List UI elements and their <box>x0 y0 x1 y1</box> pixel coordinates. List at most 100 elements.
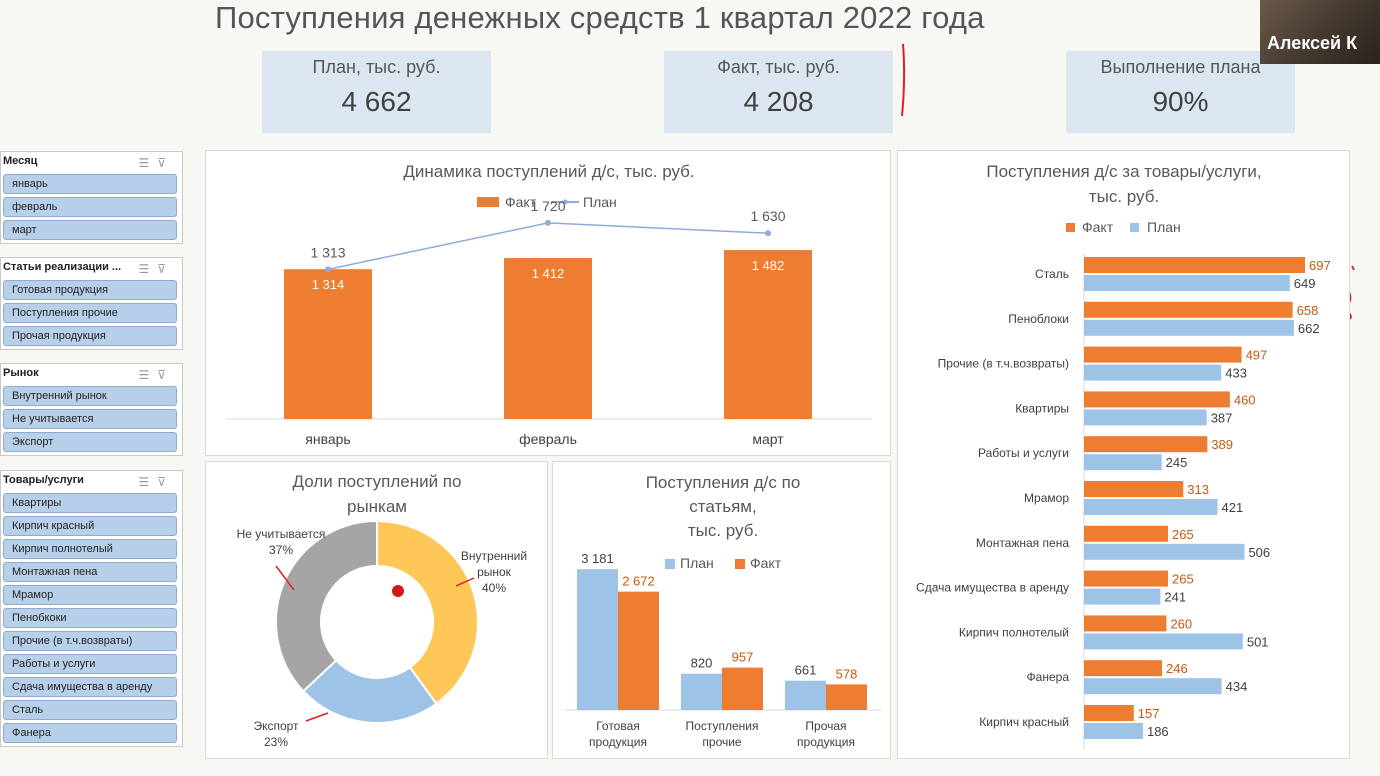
slicer-item[interactable]: Кирпич полнотелый <box>3 539 177 559</box>
x-tick-label: Готовая <box>596 719 640 733</box>
slicer-item[interactable]: Поступления прочие <box>3 303 177 323</box>
slice-value-label: 23% <box>264 735 288 749</box>
goods-chart-panel: Поступления д/с за товары/услуги, тыс. ру… <box>897 150 1350 759</box>
doughnut-slice <box>301 658 438 724</box>
slicer-item[interactable]: Фанера <box>3 723 177 743</box>
bar-fact <box>826 684 867 710</box>
y-tick-label: Монтажная пена <box>976 536 1069 550</box>
slicer-item[interactable]: Пенобкоки <box>3 608 177 628</box>
data-label-plan: 245 <box>1166 455 1188 470</box>
pen-annotation-mark <box>901 43 906 117</box>
bar-plan <box>1084 723 1143 739</box>
slicer-item[interactable]: Сталь <box>3 700 177 720</box>
bar-plan <box>1084 678 1222 695</box>
x-tick-label: март <box>752 431 784 447</box>
data-label-fact: 157 <box>1138 706 1160 721</box>
data-label-fact: 658 <box>1297 303 1319 318</box>
legend-swatch-fact <box>477 197 499 207</box>
chart-title: Динамика поступлений д/с, тыс. руб. <box>403 162 694 181</box>
slicer-month-header: Месяц ☰⊽ <box>3 155 174 170</box>
slicer-goods-header: Товары/услуги ☰⊽ <box>3 474 174 489</box>
y-tick-label: Кирпич полнотелый <box>959 625 1069 639</box>
chart-title: Поступления д/с по <box>646 473 801 492</box>
participant-video-tile[interactable]: Алексей К <box>1260 0 1380 64</box>
bar-plan <box>681 673 722 710</box>
data-label-plan: 241 <box>1164 590 1186 605</box>
slicer-item[interactable]: январь <box>3 174 177 194</box>
data-label-plan: 1 720 <box>530 198 565 214</box>
articles-chart-panel: Поступления д/с по статьям, тыс. руб. План Ф… <box>552 461 891 759</box>
bar-plan <box>1084 319 1294 336</box>
x-tick-label: продукция <box>797 735 855 749</box>
pen-annotation-leader <box>275 565 295 591</box>
y-tick-label: Мрамор <box>1024 491 1069 505</box>
slicer-item[interactable]: Экспорт <box>3 432 177 452</box>
slicer-goods[interactable]: Товары/услуги ☰⊽ Квартиры Кирпич красный … <box>0 470 183 747</box>
kpi-plan-value: 4 662 <box>341 86 412 117</box>
slicer-month[interactable]: Месяц ☰⊽ январь февраль март <box>0 151 183 244</box>
slicer-item[interactable]: март <box>3 220 177 240</box>
x-tick-label: февраль <box>519 431 577 447</box>
slicer-item[interactable]: Работы и услуги <box>3 654 177 674</box>
multiselect-and-clear-filter-icons[interactable]: ☰⊽ <box>138 368 174 382</box>
data-label-plan: 387 <box>1211 410 1233 425</box>
data-label-fact: 246 <box>1166 661 1188 676</box>
legend-swatch-fact <box>735 559 745 569</box>
kpi-plan-label: План, тыс. руб. <box>312 57 441 77</box>
slicer-item[interactable]: Готовая продукция <box>3 280 177 300</box>
bar-plan <box>577 569 618 710</box>
data-label-fact: 497 <box>1246 348 1268 363</box>
slicer-market[interactable]: Рынок ☰⊽ Внутренний рынок Не учитывается … <box>0 363 183 456</box>
data-label-plan: 3 181 <box>581 551 614 566</box>
bar-fact <box>1084 615 1167 632</box>
bar-fact <box>1084 436 1208 453</box>
bar-fact <box>1084 391 1230 408</box>
chart-title: тыс. руб. <box>1089 187 1159 206</box>
slicer-item[interactable]: Сдача имущества в аренду <box>3 677 177 697</box>
multiselect-and-clear-filter-icons[interactable]: ☰⊽ <box>138 156 174 170</box>
legend-swatch-fact <box>1066 223 1075 232</box>
bar-plan <box>1084 543 1245 560</box>
slicer-item[interactable]: Прочие (в т.ч.возвраты) <box>3 631 177 651</box>
bar-plan <box>1084 588 1161 605</box>
doughnut-slice <box>275 519 378 693</box>
chart-title: тыс. руб. <box>688 521 758 540</box>
data-label-plan: 661 <box>795 663 817 678</box>
multiselect-and-clear-filter-icons[interactable]: ☰⊽ <box>138 262 174 276</box>
slicer-item[interactable]: Внутренний рынок <box>3 386 177 406</box>
x-tick-label: Поступления <box>686 719 759 733</box>
data-label-plan: 662 <box>1298 321 1320 336</box>
slicer-item[interactable]: Монтажная пена <box>3 562 177 582</box>
legend-label: План <box>583 194 617 210</box>
slicer-item[interactable]: Не учитывается <box>3 409 177 429</box>
goods-chart: Поступления д/с за товары/услуги, тыс. ру… <box>916 162 1331 750</box>
bar-plan <box>1084 633 1243 650</box>
data-label-plan: 434 <box>1226 679 1248 694</box>
doughnut-slice <box>376 519 479 706</box>
data-label-fact: 460 <box>1234 392 1256 407</box>
dynamics-chart: Динамика поступлений д/с, тыс. руб. Факт П… <box>226 162 872 447</box>
chart-title: статьям, <box>689 497 756 516</box>
slice-label: Не учитывается <box>237 527 326 541</box>
slicer-item[interactable]: Прочая продукция <box>3 326 177 346</box>
dynamics-chart-panel: Динамика поступлений д/с, тыс. руб. Факт П… <box>205 150 891 456</box>
slicer-articles[interactable]: Статьи реализации ... ☰⊽ Готовая продукци… <box>0 257 183 350</box>
y-tick-label: Пеноблоки <box>1008 312 1069 326</box>
y-tick-label: Фанера <box>1027 670 1070 684</box>
slicer-item[interactable]: Кирпич красный <box>3 516 177 536</box>
market-shares-panel: Доли поступлений по рынкам Внутренний рынок… <box>205 461 548 759</box>
point-plan <box>325 266 331 273</box>
slicer-item[interactable]: февраль <box>3 197 177 217</box>
data-label-fact: 1 314 <box>312 277 345 292</box>
data-label-plan: 649 <box>1294 276 1316 291</box>
slicer-item[interactable]: Квартиры <box>3 493 177 513</box>
slicer-item[interactable]: Мрамор <box>3 585 177 605</box>
bar-fact <box>618 591 659 710</box>
chart-title: рынкам <box>347 497 407 516</box>
data-label-fact: 313 <box>1187 482 1209 497</box>
market-shares-chart: Доли поступлений по рынкам Внутренний рынок… <box>237 472 527 749</box>
legend-label: План <box>1147 219 1181 235</box>
bar-fact <box>1084 525 1169 542</box>
multiselect-and-clear-filter-icons[interactable]: ☰⊽ <box>138 475 174 489</box>
chart-title: Поступления д/с за товары/услуги, <box>986 162 1261 181</box>
